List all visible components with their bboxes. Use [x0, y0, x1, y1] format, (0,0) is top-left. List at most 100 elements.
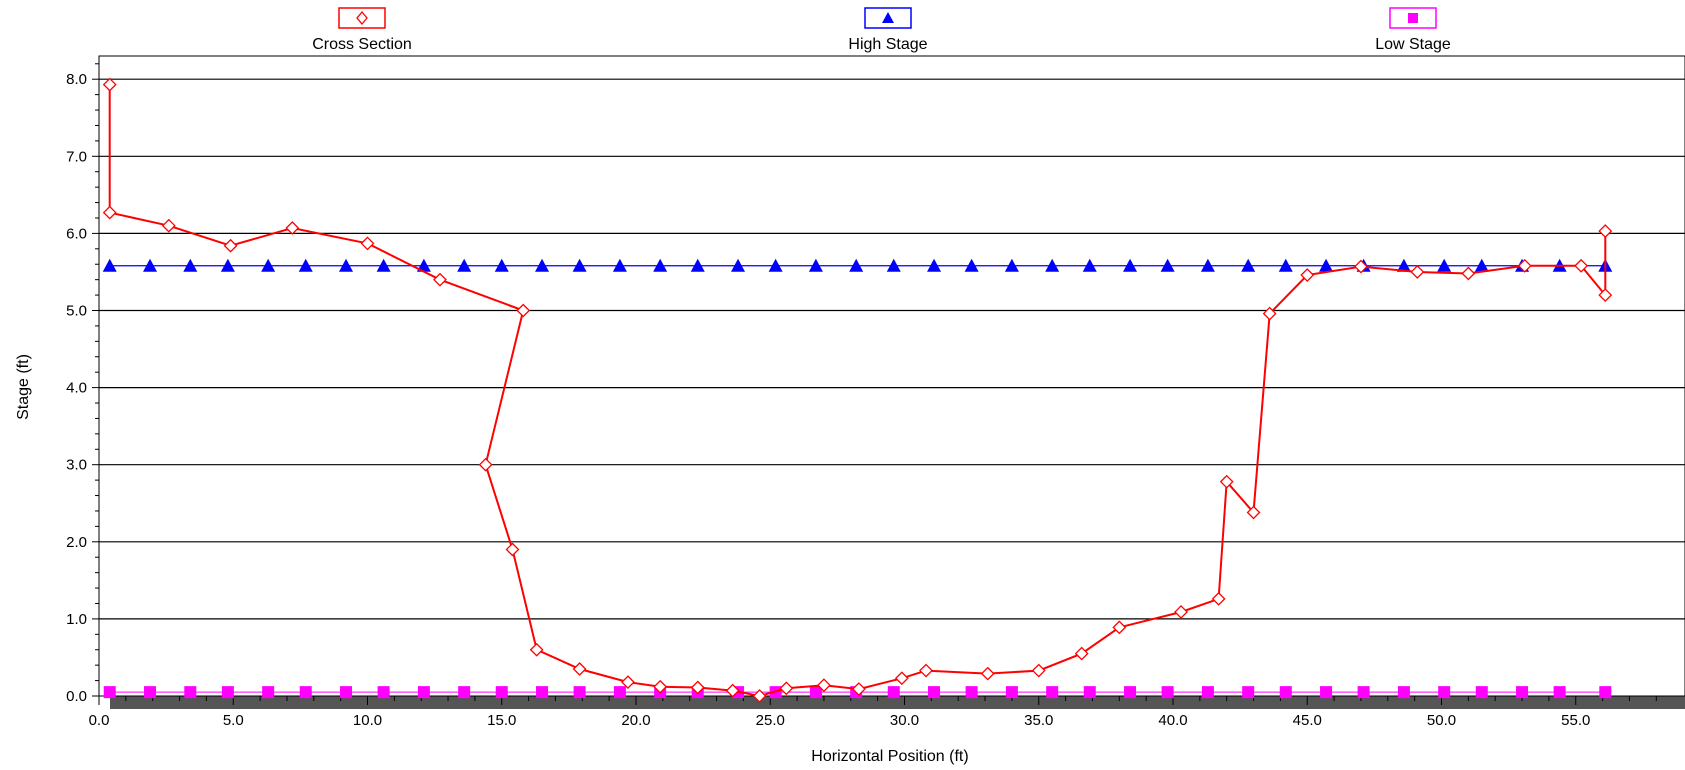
low-stage-point — [809, 686, 822, 699]
high-stage-point — [339, 258, 354, 272]
x-axis-label: Horizontal Position (ft) — [811, 748, 968, 765]
low-stage-point — [1279, 686, 1292, 699]
cross-section-point — [1112, 620, 1127, 635]
low-stage-point — [1320, 686, 1333, 699]
cross-section-point — [223, 238, 238, 253]
low-stage-point — [458, 686, 471, 699]
series-high-stage — [102, 258, 1613, 272]
cross-section-point — [1219, 474, 1234, 489]
cross-section-point — [1074, 646, 1089, 661]
cross-section-point — [1174, 605, 1188, 619]
low-stage-point — [573, 686, 586, 699]
low-stage-point — [1046, 686, 1059, 699]
y-axis-label: Stage (ft) — [15, 354, 32, 420]
cross-section-point — [894, 671, 909, 686]
high-stage-point — [927, 258, 942, 272]
cross-section-point — [478, 457, 493, 472]
low-stage-point — [1201, 686, 1214, 699]
high-stage-point — [298, 258, 313, 272]
high-stage-point — [886, 258, 901, 272]
y-tick-label: 3.0 — [66, 457, 87, 474]
low-stage-point — [928, 686, 941, 699]
high-stage-point — [183, 258, 198, 272]
high-stage-point — [1241, 258, 1256, 272]
high-stage-point — [1437, 258, 1452, 272]
low-stage-point — [1083, 686, 1096, 699]
legend-high-stage-label: High Stage — [848, 36, 927, 53]
low-stage-point — [221, 686, 234, 699]
high-stage-point — [494, 258, 509, 272]
low-stage-point — [536, 686, 549, 699]
legend-low-stage: Low Stage — [1375, 7, 1451, 53]
low-stage-point — [340, 686, 353, 699]
x-tick-label: 5.0 — [223, 712, 244, 729]
low-stage-point — [495, 686, 508, 699]
y-tick-label: 0.0 — [66, 688, 87, 705]
legend-low-stage-marker — [1408, 13, 1418, 23]
low-stage-point — [1475, 686, 1488, 699]
low-stage-point — [1553, 686, 1566, 699]
y-axis: 0.0 1.0 2.0 3.0 4.0 5.0 6.0 7.0 8.0 — [66, 63, 99, 705]
cross-section-point — [752, 689, 767, 703]
series-cross-section — [102, 77, 1613, 703]
cross-section-point — [1031, 663, 1046, 678]
x-axis: 0.0 5.0 10.0 15.0 20.0 25.0 30.0 35.0 40.0 45.0 50… — [89, 696, 1657, 729]
legend-cross-section: Cross Section — [312, 7, 412, 53]
cross-section-point — [1211, 591, 1226, 606]
y-tick-label: 1.0 — [66, 611, 87, 628]
low-stage-point — [299, 686, 312, 699]
high-stage-point — [653, 258, 668, 272]
high-stage-point — [612, 258, 627, 272]
high-stage-point — [849, 258, 864, 272]
low-stage-point — [377, 686, 390, 699]
high-stage-point — [1082, 258, 1097, 272]
low-stage-point — [1599, 686, 1612, 699]
cross-section-point — [919, 663, 933, 678]
cross-section-point — [621, 675, 635, 690]
high-stage-point — [964, 258, 979, 272]
high-stage-point — [1278, 258, 1293, 272]
high-stage-point — [102, 258, 117, 272]
cross-section-point — [1517, 258, 1532, 273]
high-stage-point — [1160, 258, 1175, 272]
high-stage-point — [261, 258, 276, 272]
legend-high-stage-marker — [882, 12, 894, 23]
low-stage-point — [1242, 686, 1255, 699]
high-stage-point — [1474, 258, 1489, 272]
cross-section-point — [360, 236, 375, 251]
cross-section-point — [433, 272, 447, 287]
cross-section-point — [779, 681, 794, 696]
low-stage-point — [1005, 686, 1018, 699]
high-stage-point — [768, 258, 783, 272]
cross-section-point — [1598, 288, 1613, 302]
low-stage-point — [1357, 686, 1370, 699]
y-tick-label: 6.0 — [66, 225, 87, 242]
cross-section-point — [516, 303, 531, 318]
cross-section-point — [1598, 224, 1613, 239]
cross-section-point — [1300, 268, 1315, 282]
low-stage-point — [144, 686, 157, 699]
x-tick-label: 45.0 — [1293, 712, 1322, 729]
high-stage-point — [1004, 258, 1019, 272]
cross-section-point — [161, 218, 176, 233]
x-tick-label: 35.0 — [1024, 712, 1053, 729]
low-stage-point — [1516, 686, 1529, 699]
x-tick-label: 55.0 — [1561, 712, 1590, 729]
y-tick-label: 8.0 — [66, 71, 87, 88]
legend-cross-section-swatch — [338, 7, 386, 29]
low-stage-point — [262, 686, 275, 699]
legend-high-stage: High Stage — [848, 7, 928, 53]
low-stage-point — [613, 686, 626, 699]
high-stage-point — [572, 258, 587, 272]
cross-section-point — [529, 642, 544, 657]
high-stage-point — [416, 258, 431, 272]
x-tick-label: 50.0 — [1427, 712, 1456, 729]
x-tick-label: 15.0 — [487, 712, 516, 729]
legend-cross-section-label: Cross Section — [312, 36, 412, 53]
low-stage-point — [887, 686, 900, 699]
high-stage-point — [1200, 258, 1215, 272]
cross-section-point — [1461, 266, 1476, 281]
high-stage-point — [143, 258, 158, 272]
low-stage-point — [184, 686, 197, 699]
x-tick-label: 30.0 — [890, 712, 919, 729]
